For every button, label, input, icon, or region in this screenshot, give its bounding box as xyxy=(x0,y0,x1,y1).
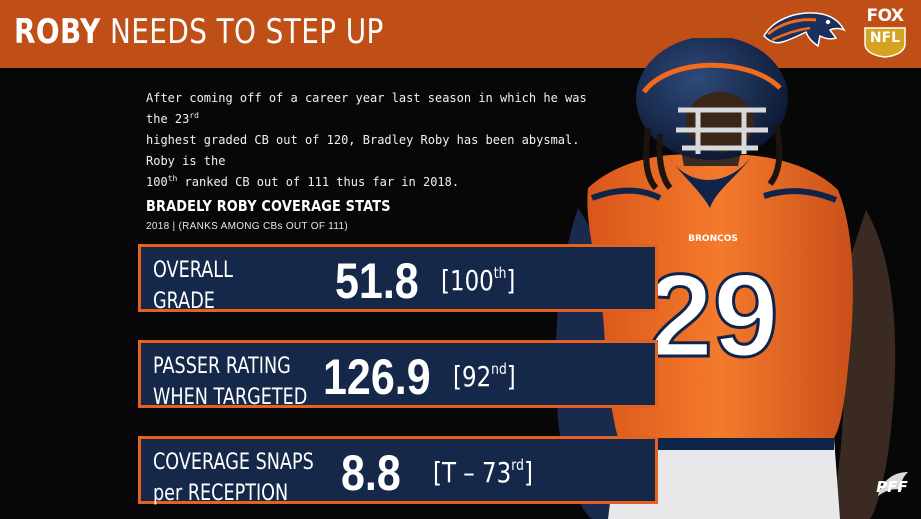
title-rest: NEEDS TO STEP UP xyxy=(100,12,384,52)
stat-rank-a: [100 xyxy=(441,264,494,297)
pff-logo-text: PFF xyxy=(876,478,908,496)
stat-rank: [92nd] xyxy=(453,359,516,395)
stat-label-line2: WHEN TARGETED xyxy=(153,385,308,410)
stat-rank-a: [92 xyxy=(453,360,492,393)
stat-label: COVERAGE SNAPS per RECEPTION xyxy=(153,447,314,509)
intro-line1: After coming off of a career year last s… xyxy=(146,91,587,126)
title-bold: ROBY xyxy=(14,12,101,52)
stat-rank-sup: nd xyxy=(491,360,507,378)
stat-label-line2: per RECEPTION xyxy=(153,481,289,506)
stat-value: 8.8 xyxy=(341,445,401,501)
intro-line2: highest graded CB out of 120, Bradley Ro… xyxy=(146,133,580,168)
pff-logo-icon xyxy=(878,472,908,496)
stat-box-coverage-snaps: COVERAGE SNAPS per RECEPTION 8.8 [T – 73r… xyxy=(138,436,658,506)
intro-line3-sup: th xyxy=(167,174,178,183)
intro-line1-sup: rd xyxy=(189,111,199,120)
nfl-shield-icon xyxy=(864,27,906,58)
stat-value: 126.9 xyxy=(323,349,431,405)
page-title: ROBY NEEDS TO STEP UP xyxy=(14,12,384,52)
stat-label: OVERALL GRADE xyxy=(153,255,233,317)
stat-label-line1: PASSER RATING xyxy=(153,354,291,379)
stat-rank-sup: th xyxy=(493,264,507,282)
section-subtitle: 2018 | (RANKS AMONG CBs OUT OF 111) xyxy=(146,221,349,232)
stat-label-line1: OVERALL xyxy=(153,258,233,283)
intro-line3-b: ranked CB out of 111 thus far in 2018. xyxy=(177,175,460,189)
stat-rank-b: ] xyxy=(506,264,516,297)
jersey-number: 29 xyxy=(647,250,778,382)
stat-rank-sup: rd xyxy=(511,456,524,474)
intro-line3-a: 100 xyxy=(146,175,168,189)
fox-logo-text: FOX xyxy=(866,6,904,26)
stat-value: 51.8 xyxy=(335,253,419,309)
intro-paragraph: After coming off of a career year last s… xyxy=(146,88,606,193)
stat-rank-b: ] xyxy=(523,456,533,489)
stat-box-overall-grade: OVERALL GRADE 51.8 [100th] xyxy=(138,244,658,314)
stat-label-line2: GRADE xyxy=(153,289,215,314)
stat-rank: [100th] xyxy=(441,263,515,299)
nfl-logo-text: NFL xyxy=(869,30,901,46)
stat-box-passer-rating: PASSER RATING WHEN TARGETED 126.9 [92nd] xyxy=(138,340,658,410)
stat-rank: [T – 73rd] xyxy=(433,455,533,491)
broncos-horse-icon xyxy=(763,12,846,48)
stat-rank-b: ] xyxy=(506,360,516,393)
stat-rank-a: [T – 73 xyxy=(433,456,512,489)
stat-label-line1: COVERAGE SNAPS xyxy=(153,450,314,475)
jersey-team-text: BRONCOS xyxy=(688,234,738,244)
fox-nfl-logo: FOX NFL xyxy=(861,6,909,58)
stat-label: PASSER RATING WHEN TARGETED xyxy=(153,351,307,413)
section-title: BRADELY ROBY COVERAGE STATS xyxy=(146,197,391,215)
